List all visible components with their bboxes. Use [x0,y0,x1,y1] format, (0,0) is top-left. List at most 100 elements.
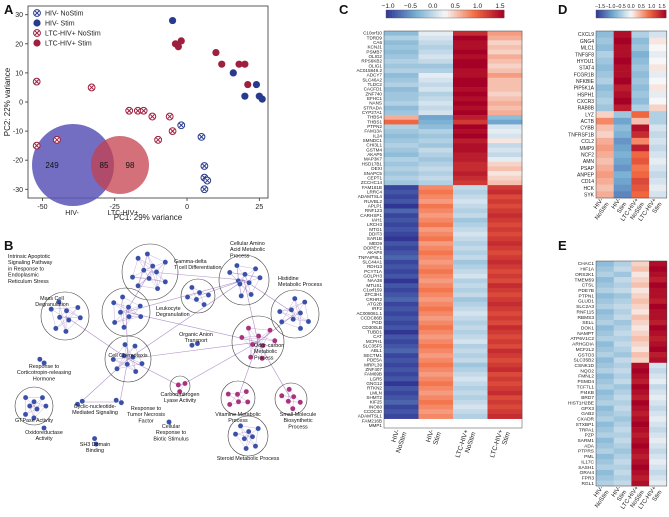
heatmap-cell [596,330,614,337]
heatmap-cell [453,325,488,331]
heatmap-row-label: CARHSP1 [360,213,382,218]
network-node [66,317,72,323]
heatmap-cell [384,171,419,177]
network-term-line: Biotic Stimulus [153,436,189,442]
heatmap-cell [384,175,419,181]
heatmap-cell [631,352,650,358]
network-node [137,313,144,320]
cluster-edge [138,285,158,289]
heatmap-row-label: CCDC86B [361,316,382,321]
heatmap-cell [453,259,488,265]
heatmap-cell [631,171,650,179]
heatmap-cell [487,161,523,167]
heatmap-cell [418,152,454,158]
heatmap-row-label: SELL [582,320,594,326]
network-term-line: Tumor Necrosis [127,412,165,418]
pca-point-cross [202,186,207,192]
heatmap-row-label: AMN [583,159,595,165]
heatmap-cell [649,144,668,152]
heatmap-row-label: HYOU1 [577,59,594,65]
venn-count-shared: 85 [100,161,109,170]
heatmap-cell [453,49,488,55]
heatmap-cell [453,339,488,345]
heatmap-cell [418,115,454,121]
heatmap-row-label: RNF123 [365,208,383,213]
heatmap-cell [596,303,614,310]
y-tick-label: 0 [19,100,23,107]
heatmap-row-label: LRCH3 [367,222,383,227]
heatmap-row-label: ADAMTSL4 [358,194,383,199]
network-node [252,443,259,449]
y-tick-label: 20 [15,41,23,48]
heatmap-cell [596,475,614,481]
heatmap-cell [631,71,650,79]
colorbar-step [403,10,408,18]
pca-point-cross [155,137,161,143]
network-node [272,337,278,344]
heatmap-cell [613,405,632,412]
heatmap-cell [596,104,614,112]
heatmap-row-label: CD14 [581,179,594,185]
y-tick-label: -20 [13,158,23,165]
cluster-edge [241,337,275,341]
colorbar-step [489,10,493,18]
colorbar-tick-label: −1.0 [605,4,615,10]
heatmap-cell [613,325,632,331]
heatmap-row-label: DOK1 [581,325,594,331]
heatmap-column-label-line: Stim [616,490,628,503]
heatmap-cell [631,309,650,315]
heatmap-cell [631,416,650,423]
heatmap-cell [596,71,614,79]
network-edge [243,279,296,315]
colorbar-step [622,10,625,18]
heatmap-cell [453,217,488,223]
network-cluster [37,356,47,366]
heatmap-cell [487,217,523,223]
heatmap-cell [649,51,668,59]
heatmap-row-label: DEXI [371,166,382,171]
network-term-line: Acid Metabolic [230,247,265,253]
network-term-line: Response to [29,364,59,370]
heatmap-cell [487,334,523,340]
heatmap-row-label: TNFAIP8L1 [358,255,382,260]
heatmap-column-label-line: Stim [501,431,512,446]
heatmap-cell [631,394,650,401]
heatmap-column-label-line: Stim [432,431,443,446]
network-term-line: Carbon-nitrogen [161,392,200,398]
heatmap-cell [384,91,419,97]
heatmap-cell [418,367,454,373]
cluster-edge [123,305,141,328]
heatmap-row-label: CAT [373,334,382,339]
network-node [130,354,136,360]
cluster-edge [250,277,261,295]
heatmap-cell [613,480,632,487]
heatmap-cell [613,427,632,433]
heatmap-row-label: PIP5K1A [574,86,595,92]
heatmap-cell [453,292,488,298]
network-node [124,361,130,367]
heatmap-cell [487,339,523,345]
colorbar-tick-label: 0.0 [627,4,634,10]
heatmap-cell [453,157,488,163]
pca-point [168,16,177,25]
network-node [56,299,62,305]
heatmap-d: −1.5 −1.0 −0.5 0.0 0.5 1.0 1.5CXCL9GNG4MLC1TNF… [568,4,668,223]
heatmap-cell [453,390,488,396]
cluster-edge [236,265,256,269]
heatmap-cell [631,405,650,412]
network-node [244,399,251,405]
heatmap-cell [613,137,632,145]
heatmap-cell [596,31,614,38]
network-node [135,255,141,261]
heatmap-row-label: SECTM1 [363,353,382,358]
network-node [39,394,46,401]
network-node [255,425,261,432]
heatmap-cell [418,273,454,279]
network-node [297,325,304,332]
heatmap-column-label-line: HIV- [425,429,436,443]
network-term-line: Vitamine Metabolic [215,412,261,418]
heatmap-row-label: GAB2 [581,411,594,417]
heatmap-cell [384,241,419,247]
legend-marker [33,39,41,47]
